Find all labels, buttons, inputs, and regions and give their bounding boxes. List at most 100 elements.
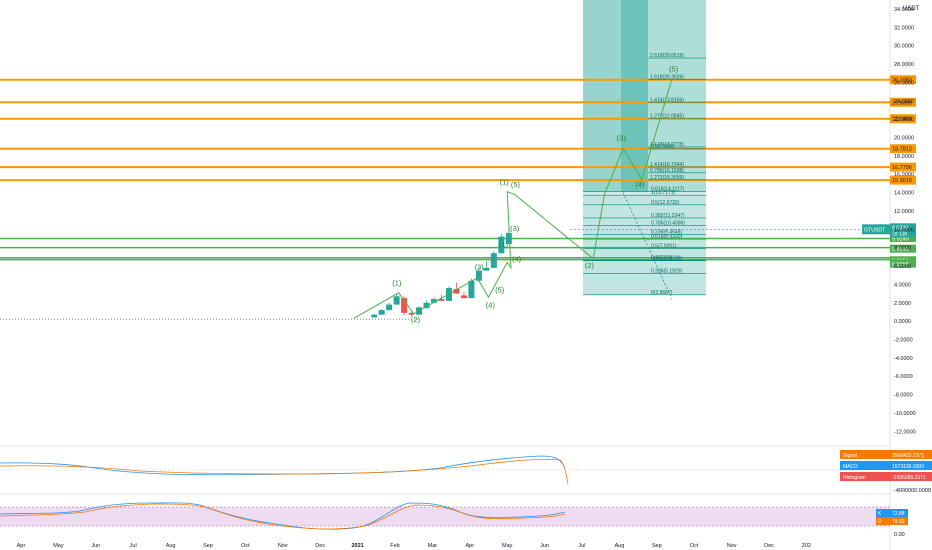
resistance-badge [890, 75, 916, 85]
projection-diagonal [622, 192, 673, 300]
fib-level-label: 1.414(16.7944) [650, 162, 684, 168]
x-tick-label: Jul [578, 543, 585, 549]
candle-body[interactable] [386, 304, 393, 311]
resistance-badge [890, 162, 916, 172]
fib-zone-core [621, 0, 648, 192]
y-tick-label: -10.0000 [894, 411, 916, 417]
x-tick-label: Jun [540, 543, 549, 549]
fib-level-label: 0.618(14.1117) [651, 187, 685, 193]
macd-badge [840, 450, 890, 459]
macd-value-badge [890, 472, 932, 481]
fib-zone-lower [583, 195, 706, 295]
fib-level-label: 0(2.8687) [651, 290, 673, 296]
stoch-axis-label: 0.00 [894, 532, 905, 538]
candle-body[interactable] [438, 299, 445, 301]
candle-body[interactable] [378, 310, 385, 315]
price-badge-value: 9.6249 [892, 225, 908, 231]
x-tick-label: 202 [802, 543, 811, 549]
support-badge [890, 244, 916, 253]
x-axis[interactable]: Apr May Jun Jul Aug Sep Oct Nov Dec 2021 Feb Mar Apr… [17, 543, 811, 549]
y-tick-label: 0.0000 [894, 319, 911, 325]
wave-label: (2) [411, 315, 421, 324]
fib-level-label: 1.618(26.3026) [650, 75, 684, 81]
fib-level-label: 0.382(11.2347) [651, 213, 685, 219]
candle-body[interactable] [490, 253, 497, 268]
fib-level-label: 0.5(12.6732) [651, 200, 680, 206]
resistance-value: 23.8396 [892, 100, 912, 106]
currency-label: USDT [903, 6, 920, 12]
candle-body[interactable] [401, 298, 408, 313]
candle-body[interactable] [483, 267, 490, 271]
y-tick-label: 12.0000 [894, 209, 914, 215]
fib-level-label: 2.618(28.6519) [650, 53, 684, 59]
candle-body[interactable] [505, 232, 512, 245]
wave-label: (3) [510, 224, 520, 233]
x-tick-label: Apr [466, 543, 475, 549]
x-tick-label: May [502, 543, 513, 549]
y-tick-label: -12.0000 [894, 429, 916, 435]
x-tick-label: Aug [615, 543, 625, 549]
wave-label: (5) [495, 286, 505, 295]
wave-label: (3) [475, 263, 485, 272]
symbol-badge-text: GTUSDT [864, 227, 886, 233]
symbol-badge[interactable] [862, 224, 890, 235]
y-tick-label: 6.0000 [894, 264, 911, 270]
wave-path[interactable] [353, 79, 673, 319]
fib-levels: 2.618(28.6519) 1.618(26.3026) 1.414(23.815… [583, 53, 706, 300]
candle-body[interactable] [468, 280, 475, 299]
candle-body[interactable] [498, 236, 505, 254]
stoch-band [0, 507, 890, 526]
x-tick-label: Nov [727, 543, 737, 549]
fib-zones [583, 0, 706, 295]
candle-body[interactable] [475, 270, 482, 281]
support-value: 9.4845 [892, 247, 909, 253]
x-tick-label: Feb [390, 543, 399, 549]
stoch-d-line [0, 503, 566, 530]
price-badge-countdown: 2d 13h [892, 231, 908, 237]
fib-level-label: 1.618(18.9775) [650, 142, 684, 148]
y-tick-label: -6.0000 [894, 374, 913, 380]
wave-label: (4) [486, 300, 496, 309]
price-badge [890, 223, 916, 238]
wave-label: (4) [512, 254, 522, 263]
macd-badge [840, 461, 890, 470]
y-tick-label: 24.0000 [894, 99, 914, 105]
candle-body[interactable] [460, 295, 467, 299]
y-tick-label: 8.0000 [894, 246, 911, 252]
x-tick-label: Aug [166, 543, 176, 549]
macd-badge-name: Signal [843, 453, 857, 459]
stoch-value: 72.88 [892, 511, 905, 517]
wave-label: (3) [617, 133, 627, 142]
y-tick-label: 18.0000 [894, 154, 914, 160]
x-tick-label: Oct [690, 543, 699, 549]
resistance-badge [890, 114, 916, 124]
y-tick-label: 16.0000 [894, 172, 914, 178]
support-value: 9.6249 [892, 236, 909, 242]
wave-label: (1) [392, 278, 402, 287]
x-tick-label: Jun [91, 543, 100, 549]
candle-body[interactable] [445, 288, 452, 301]
support-value: 6.9266 [892, 262, 909, 268]
fib-level-label: 1(13.7171) [651, 190, 676, 196]
x-tick-label: Sep [652, 543, 662, 549]
resistance-badge [890, 144, 916, 154]
fib-level-label: 0(6.5778) [651, 256, 673, 262]
macd-value: 3568425.2371 [892, 453, 924, 459]
y-tick-label: 2.0000 [894, 301, 911, 307]
fib-level-label: 0.382(6.6208) [651, 255, 682, 261]
y-tick-label: 30.0000 [894, 44, 914, 50]
candle-body[interactable] [431, 299, 438, 303]
y-axis[interactable]: 34.0000 32.0000 30.0000 28.0000 26.0000 24.00… [894, 7, 916, 435]
wave-label: (1) [499, 240, 509, 249]
candle-body[interactable] [453, 288, 460, 294]
macd-badge-name: MACD [843, 464, 858, 470]
candle-body[interactable] [408, 312, 415, 315]
candle-body[interactable] [423, 302, 430, 309]
candle-body[interactable] [393, 296, 400, 305]
candle-body[interactable] [371, 314, 378, 318]
stoch-name: K [878, 511, 882, 517]
fib-level-label: 1(18.7686) [650, 144, 675, 150]
